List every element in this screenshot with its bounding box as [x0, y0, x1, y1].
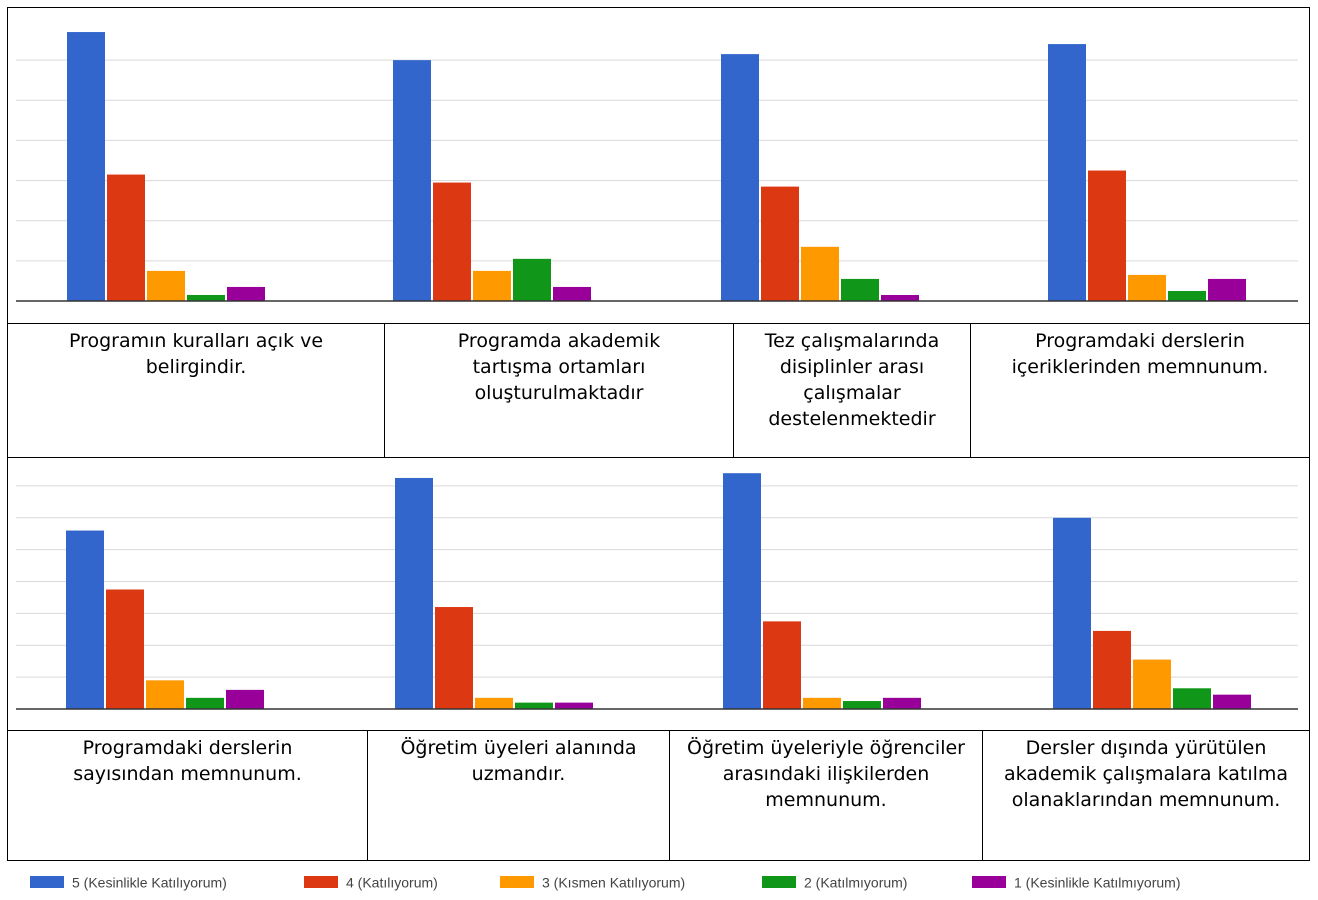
bar [187, 294, 225, 301]
bar [841, 278, 879, 301]
bar-chart-1 [16, 32, 1298, 302]
legend-label: 3 (Kısmen Katılıyorum) [542, 874, 686, 891]
bar [473, 270, 511, 301]
legend-label: 1 (Kesinlikle Katılmıyorum) [1014, 874, 1181, 891]
label-row-2: Programdaki derslerin sayısından memnunu… [7, 731, 1310, 861]
bar [763, 621, 801, 709]
bar [1208, 278, 1246, 301]
bar [226, 689, 264, 709]
category-label: Programın kuralları açık ve belirgindir. [68, 330, 324, 378]
bar [1088, 170, 1126, 301]
bar [147, 270, 185, 301]
legend-item: 2 (Katılmıyorum) [762, 873, 907, 890]
bar [843, 701, 881, 709]
legend-label: 4 (Katılıyorum) [346, 874, 438, 891]
legend-item: 4 (Katılıyorum) [304, 873, 438, 890]
bar [1173, 688, 1211, 709]
bar [1213, 694, 1251, 709]
bar [553, 286, 591, 301]
bar [555, 702, 593, 709]
bar [393, 60, 431, 302]
bar [1048, 44, 1086, 301]
bar [881, 294, 919, 301]
bar [723, 473, 761, 709]
bar [395, 477, 433, 709]
bar-chart-2 [16, 473, 1298, 710]
chart-panel-1 [7, 7, 1310, 324]
bar [801, 246, 839, 301]
category-label: Programdaki derslerin içeriklerinden mem… [970, 324, 1309, 457]
legend-item: 3 (Kısmen Katılıyorum) [500, 873, 685, 890]
legend-item: 5 (Kesinlikle Katılıyorum) [30, 873, 227, 890]
label-row-1: Programın kuralları açık ve belirgindir.… [7, 324, 1310, 458]
bar [883, 697, 921, 709]
bar [803, 697, 841, 709]
bar [66, 530, 104, 709]
bar [1133, 659, 1171, 709]
category-label: Dersler dışında yürütülen akademik çalış… [982, 731, 1309, 860]
legend-swatch [304, 876, 338, 889]
bar [146, 680, 184, 709]
bar [107, 174, 145, 301]
category-label: Programda akademik tartışma ortamları ol… [384, 324, 733, 457]
bar [1053, 517, 1091, 709]
bar [1168, 290, 1206, 301]
bar [67, 32, 105, 302]
bar [435, 607, 473, 709]
legend-item: 1 (Kesinlikle Katılmıyorum) [972, 873, 1181, 890]
category-label: Tez çalışmalarında disiplinler arası çal… [733, 324, 970, 457]
category-label: Programdaki derslerin sayısından memnunu… [73, 737, 302, 785]
bar [186, 697, 224, 709]
bar [227, 286, 265, 301]
bar [1093, 630, 1131, 709]
bar [1128, 274, 1166, 301]
bar [433, 182, 471, 301]
bar [515, 702, 553, 709]
category-label: Öğretim üyeleri alanında uzmandır. [367, 731, 669, 860]
bar [106, 589, 144, 709]
bar [721, 54, 759, 301]
legend-label: 5 (Kesinlikle Katılıyorum) [72, 874, 227, 891]
legend-swatch [500, 876, 534, 889]
bar [761, 186, 799, 301]
legend-swatch [972, 876, 1006, 889]
legend-swatch [762, 876, 796, 889]
chart-panel-2 [7, 458, 1310, 731]
category-label: Öğretim üyeleriyle öğrenciler arasındaki… [669, 731, 982, 860]
legend-swatch [30, 876, 64, 889]
legend-label: 2 (Katılmıyorum) [804, 874, 908, 891]
bar [513, 258, 551, 301]
bar [475, 697, 513, 709]
